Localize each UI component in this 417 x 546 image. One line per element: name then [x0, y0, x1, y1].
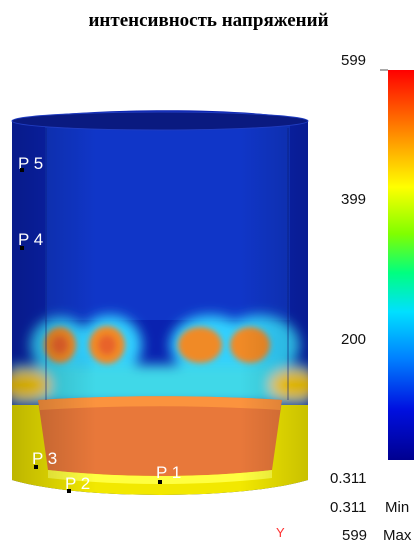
probe-label-p2: P 2 [65, 474, 91, 493]
colorbar-upper-label: 399 [341, 191, 367, 208]
min-value: 0.311 [330, 499, 367, 516]
plot-title: интенсивность напряжений [88, 10, 329, 31]
colorbar-min-label: 0.311 [330, 470, 367, 487]
cylinder-body [12, 110, 308, 495]
probe-marker-p5 [20, 168, 24, 172]
colorbar-lower-label: 200 [341, 331, 367, 348]
min-word: Min [385, 499, 410, 516]
colorbar-max-label: 599 [341, 52, 367, 69]
color-bar [388, 70, 414, 460]
probe-marker-p1 [158, 480, 162, 484]
max-value: 599 [342, 527, 368, 544]
probe-marker-p3 [34, 465, 38, 469]
y-axis-label: Y [276, 525, 285, 540]
probe-marker-p4 [20, 246, 24, 250]
probe-label-p3: P 3 [32, 449, 58, 468]
probe-label-p5: P 5 [18, 154, 44, 173]
probe-label-p4: P 4 [18, 230, 44, 249]
max-word: Max [383, 527, 412, 544]
probe-label-p1: P 1 [156, 463, 182, 482]
cylinder-rim [11, 111, 309, 131]
probe-marker-p2 [67, 489, 71, 493]
